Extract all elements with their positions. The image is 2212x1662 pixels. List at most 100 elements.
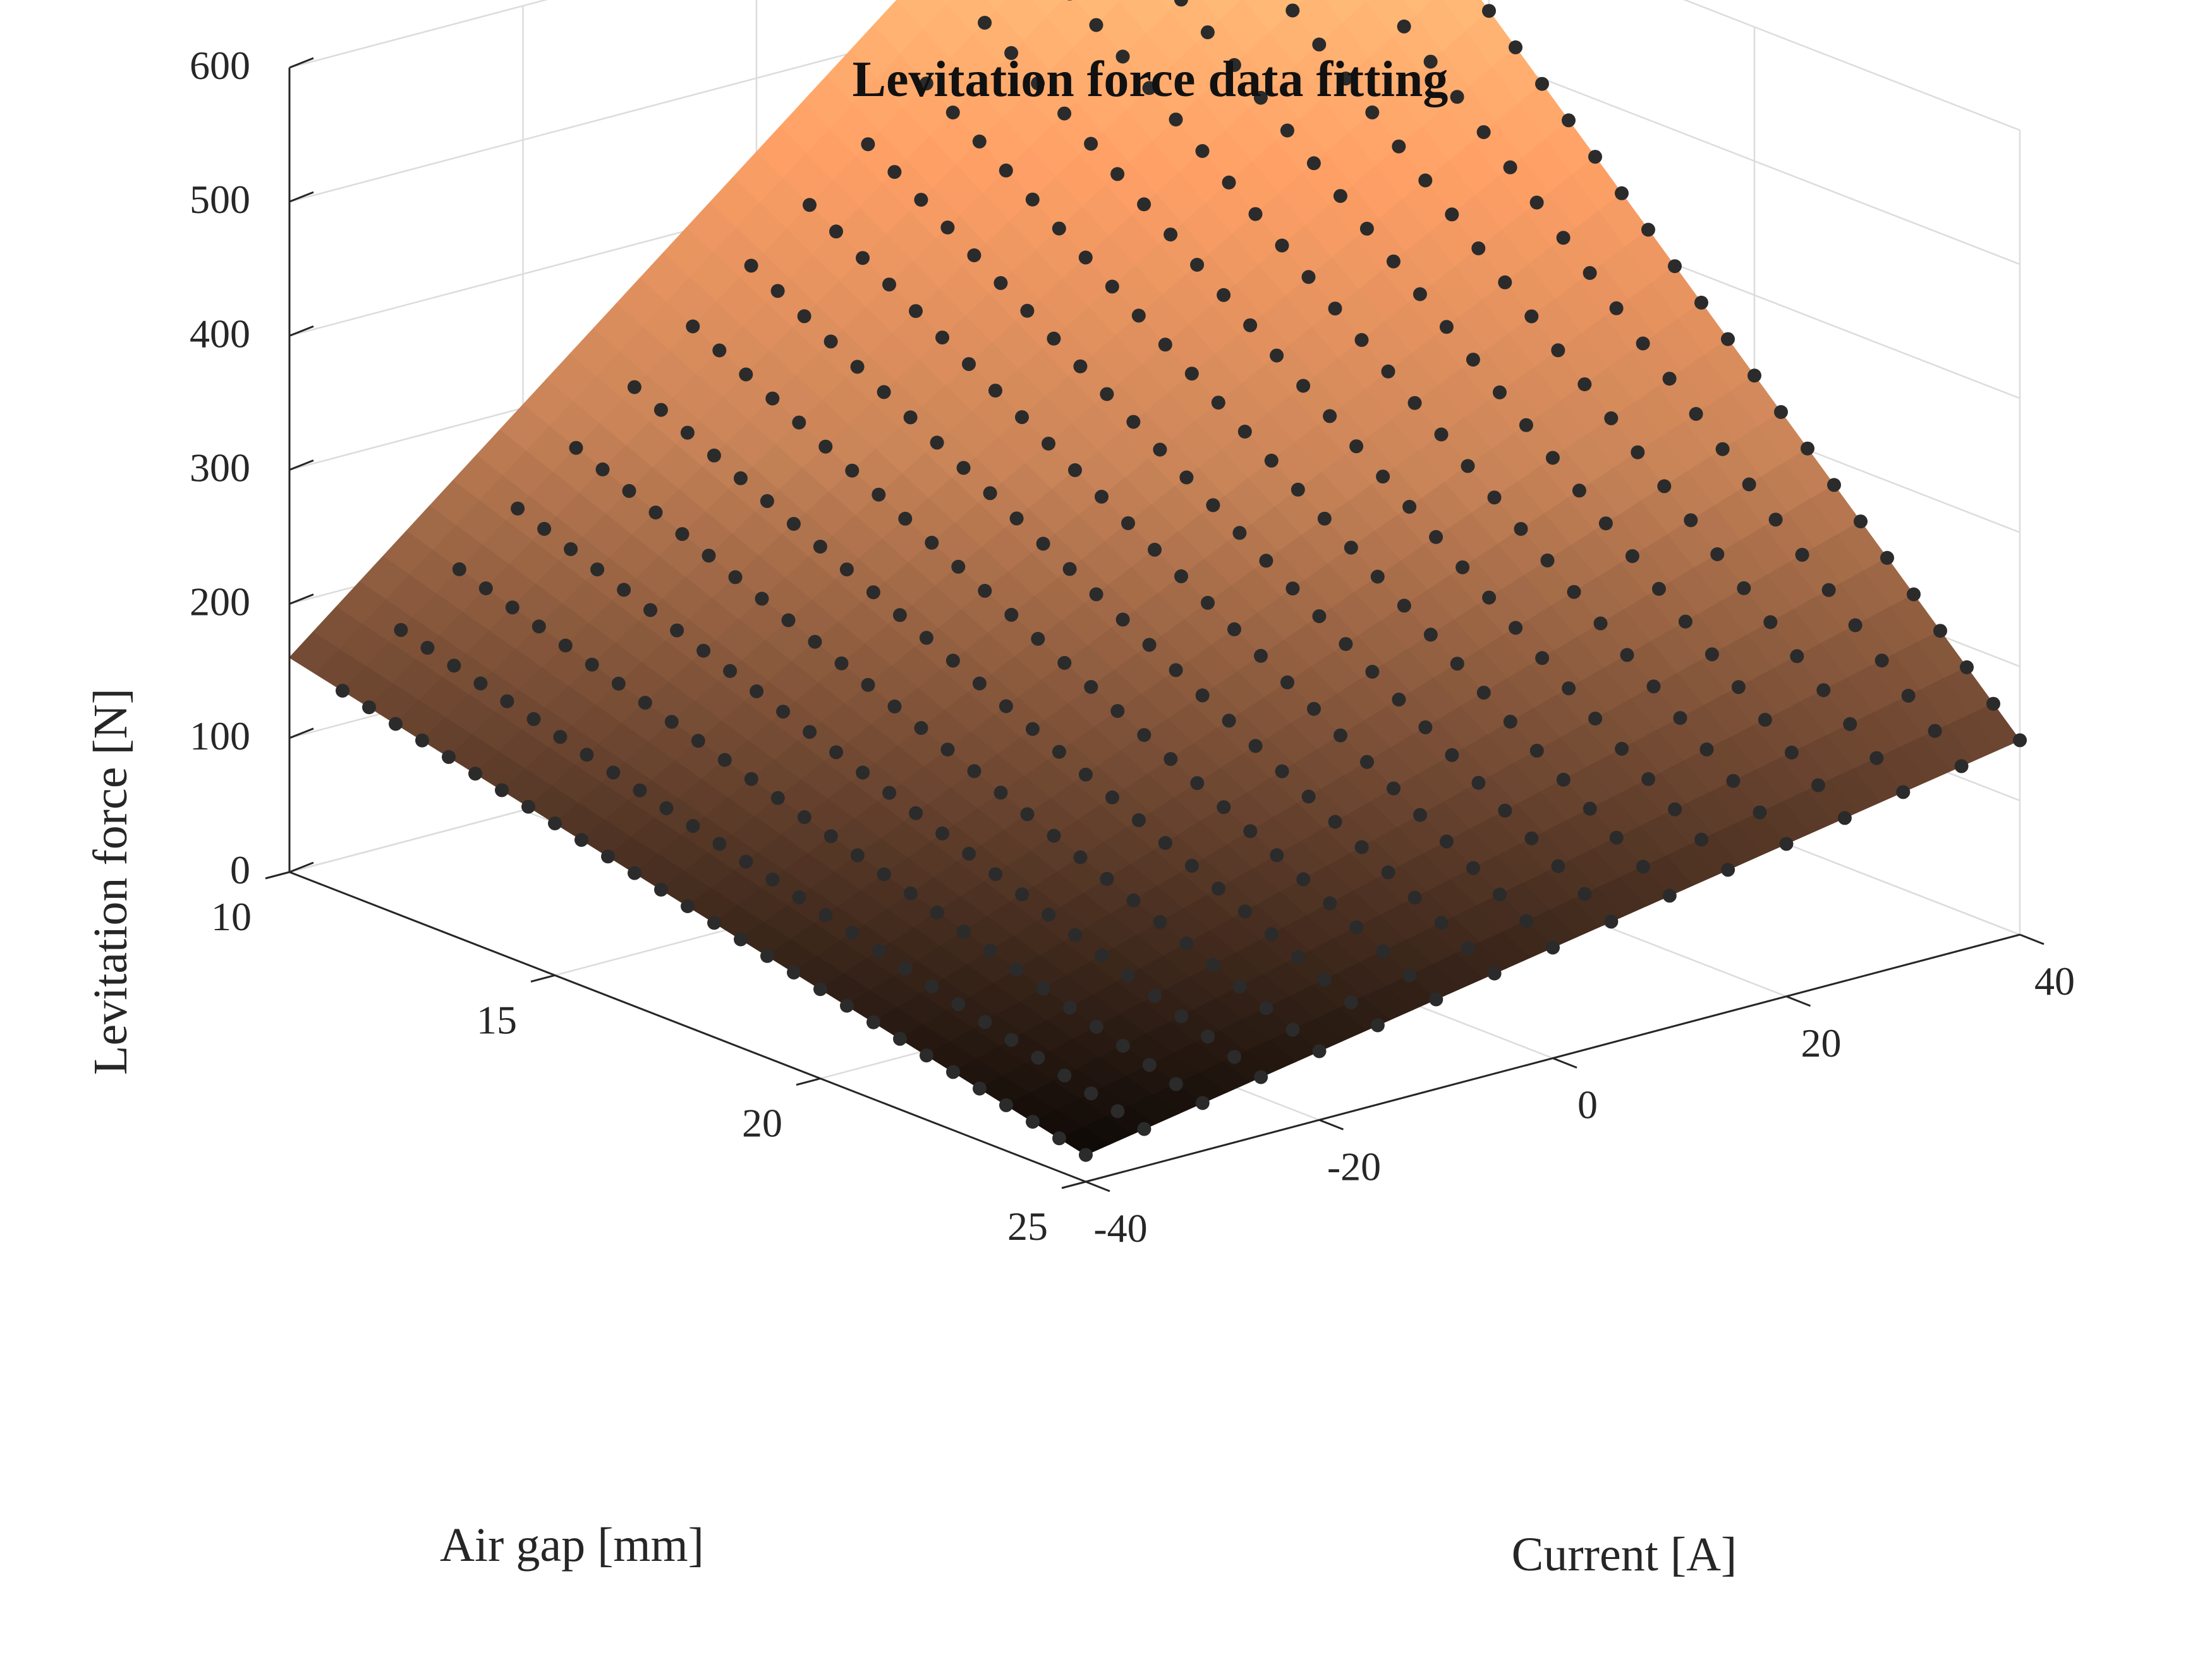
data-point-38 bbox=[633, 783, 647, 798]
data-point-18 bbox=[813, 982, 827, 997]
data-point-14 bbox=[707, 916, 721, 930]
data-point-383 bbox=[1253, 90, 1268, 105]
data-point-134 bbox=[1047, 828, 1061, 843]
data-point-311 bbox=[1476, 686, 1491, 700]
data-point-247 bbox=[1201, 595, 1215, 610]
data-point-411 bbox=[1285, 3, 1300, 18]
data-point-91 bbox=[617, 583, 631, 597]
data-point-286 bbox=[1524, 831, 1539, 846]
x-tick-mark-4 bbox=[2019, 933, 2045, 945]
data-point-288 bbox=[1577, 887, 1592, 901]
data-point-291 bbox=[945, 106, 960, 119]
data-point-227 bbox=[1381, 865, 1395, 880]
data-point-356 bbox=[1248, 207, 1263, 221]
data-point-380 bbox=[1174, 0, 1188, 7]
data-point-423 bbox=[1604, 411, 1619, 425]
data-point-357 bbox=[1275, 238, 1289, 253]
data-point-360 bbox=[1354, 333, 1369, 347]
z-tick-label-0: 0 bbox=[230, 847, 250, 892]
data-point-347 bbox=[1721, 863, 1735, 877]
data-point-159 bbox=[999, 699, 1013, 713]
data-point-201 bbox=[1402, 968, 1417, 983]
data-point-424 bbox=[1631, 445, 1645, 459]
data-point-73 bbox=[850, 848, 865, 863]
data-point-302 bbox=[1237, 425, 1252, 439]
data-point-79 bbox=[1009, 962, 1024, 977]
data-point-396 bbox=[1598, 516, 1613, 531]
x-tick-label-2: 0 bbox=[1577, 1083, 1598, 1127]
data-point-141 bbox=[1232, 980, 1247, 994]
data-point-47 bbox=[872, 943, 886, 958]
data-point-148 bbox=[707, 448, 721, 463]
data-point-209 bbox=[903, 410, 918, 425]
data-point-121 bbox=[702, 549, 716, 563]
data-point-175 bbox=[712, 343, 727, 358]
data-point-257 bbox=[1466, 861, 1480, 875]
x-tick-mark-3 bbox=[1785, 995, 1811, 1007]
data-point-431 bbox=[1816, 683, 1831, 698]
data-point-108 bbox=[1068, 928, 1083, 942]
data-point-127 bbox=[861, 677, 875, 692]
data-point-447 bbox=[1529, 195, 1544, 210]
data-point-433 bbox=[1869, 751, 1884, 765]
data-point-202 bbox=[1429, 992, 1443, 1007]
data-point-112 bbox=[1174, 1009, 1189, 1024]
data-point-225 bbox=[1328, 815, 1342, 829]
data-point-252 bbox=[1334, 728, 1347, 743]
data-point-248 bbox=[1227, 622, 1241, 636]
data-point-135 bbox=[1073, 850, 1088, 864]
data-point-478 bbox=[1641, 222, 1655, 237]
data-point-371 bbox=[1646, 679, 1661, 694]
data-point-61 bbox=[532, 619, 546, 634]
data-point-17 bbox=[787, 966, 801, 980]
data-point-415 bbox=[1392, 139, 1406, 154]
data-point-69 bbox=[744, 772, 758, 786]
data-point-450 bbox=[1609, 301, 1624, 315]
data-point-479 bbox=[1668, 259, 1682, 274]
data-point-445 bbox=[1476, 125, 1491, 140]
data-point-255 bbox=[1413, 808, 1427, 822]
data-point-272 bbox=[1153, 442, 1167, 457]
data-point-233 bbox=[829, 224, 843, 239]
data-point-217 bbox=[1115, 612, 1130, 627]
data-point-421 bbox=[1551, 343, 1565, 358]
data-point-90 bbox=[590, 562, 605, 577]
data-point-454 bbox=[1715, 442, 1730, 456]
data-point-258 bbox=[1493, 887, 1507, 902]
data-point-139 bbox=[1179, 937, 1194, 950]
data-point-22 bbox=[920, 1048, 933, 1063]
data-point-3 bbox=[415, 733, 429, 748]
data-point-462 bbox=[1928, 724, 1942, 738]
data-point-268 bbox=[1047, 331, 1061, 346]
data-point-358 bbox=[1301, 270, 1316, 284]
data-point-369 bbox=[1593, 616, 1608, 631]
data-point-442 bbox=[1397, 19, 1411, 33]
data-point-219 bbox=[1169, 663, 1183, 677]
data-point-204 bbox=[770, 284, 785, 298]
z-tick-label-6: 600 bbox=[190, 43, 250, 88]
data-point-30 bbox=[420, 641, 435, 655]
data-point-399 bbox=[1678, 614, 1692, 629]
data-point-473 bbox=[1509, 40, 1522, 54]
data-point-118 bbox=[622, 483, 636, 498]
z-tick-mark-1 bbox=[289, 727, 314, 739]
data-point-97 bbox=[776, 705, 791, 719]
data-point-105 bbox=[988, 867, 1003, 882]
data-point-352 bbox=[1142, 81, 1157, 95]
data-point-340 bbox=[1535, 651, 1550, 665]
z-tick-mark-2 bbox=[289, 593, 314, 605]
data-point-230 bbox=[1461, 941, 1475, 955]
data-point-151 bbox=[786, 517, 801, 531]
data-point-443 bbox=[1423, 54, 1438, 69]
x-axis-label: Current [A] bbox=[1512, 1528, 1737, 1581]
data-point-212 bbox=[983, 486, 997, 500]
data-point-367 bbox=[1540, 553, 1555, 567]
data-point-345 bbox=[1668, 802, 1682, 816]
data-point-372 bbox=[1673, 711, 1687, 725]
data-point-253 bbox=[1360, 755, 1374, 769]
data-point-485 bbox=[1827, 478, 1841, 492]
data-point-23 bbox=[946, 1065, 960, 1079]
data-point-388 bbox=[1386, 254, 1401, 269]
data-point-205 bbox=[797, 309, 811, 324]
data-point-365 bbox=[1487, 490, 1502, 505]
